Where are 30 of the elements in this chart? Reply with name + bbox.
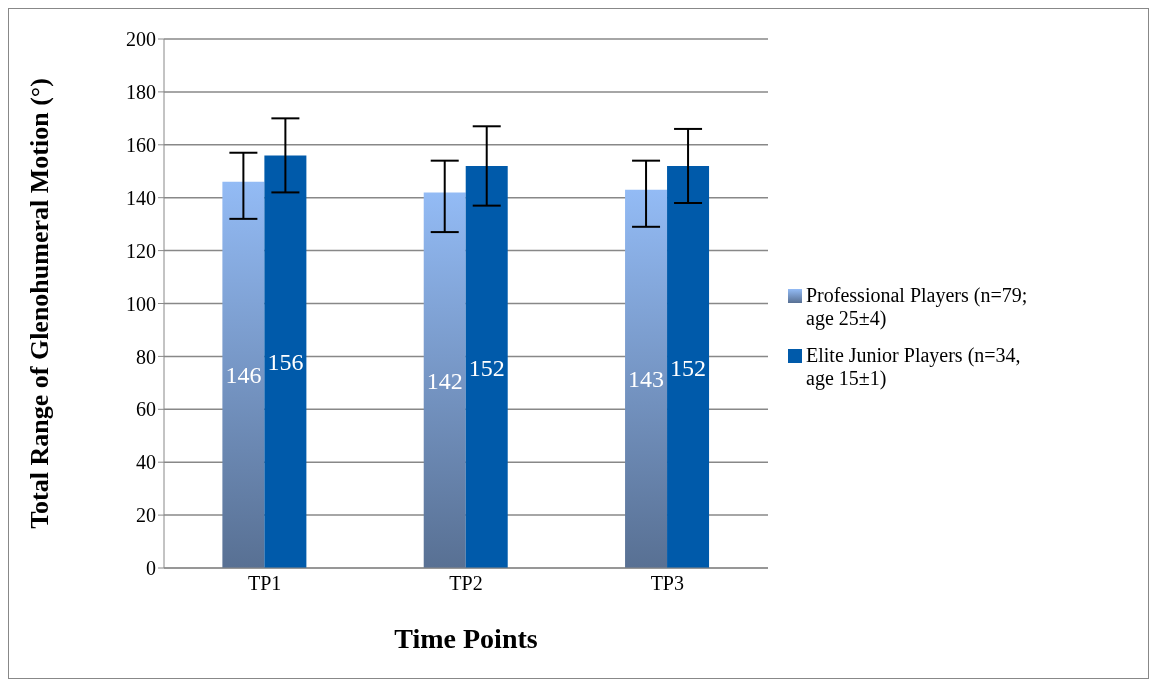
x-tick-label: TP1: [247, 572, 282, 595]
y-tick-label: 60: [136, 398, 156, 421]
y-tick-label: 0: [146, 557, 156, 580]
y-tick-label: 180: [126, 81, 156, 103]
bar: [465, 165, 508, 568]
data-label: 156: [267, 349, 304, 376]
legend-label: Professional Players (n=79; age 25±4): [806, 283, 1029, 330]
bar: [667, 165, 710, 568]
data-label: 142: [426, 367, 463, 394]
legend-label: Elite Junior Players (n=34, age 15±1): [806, 343, 1022, 390]
data-label: 143: [628, 366, 665, 393]
y-tick-label: 100: [126, 292, 156, 315]
y-tick-label: 80: [136, 345, 156, 368]
y-tick-label: 200: [126, 28, 156, 51]
data-label: 152: [468, 354, 505, 381]
bar: [625, 189, 668, 568]
bar: [423, 192, 466, 568]
data-label: 152: [670, 354, 707, 381]
data-label: 146: [225, 362, 262, 389]
y-tick-label: 20: [136, 504, 156, 527]
y-tick-label: 140: [126, 186, 156, 209]
y-tick-label: 160: [126, 133, 156, 156]
y-tick-label: 40: [136, 451, 156, 474]
y-axis-title: Total Range of Glenohumeral Motion (°): [25, 78, 55, 529]
bar: [264, 155, 307, 568]
x-tick-label: TP2: [449, 572, 483, 595]
bar: [222, 181, 265, 568]
y-tick-label: 120: [126, 239, 156, 262]
x-tick-label: TP3: [650, 572, 685, 595]
x-axis-title: Time Points: [394, 623, 538, 654]
